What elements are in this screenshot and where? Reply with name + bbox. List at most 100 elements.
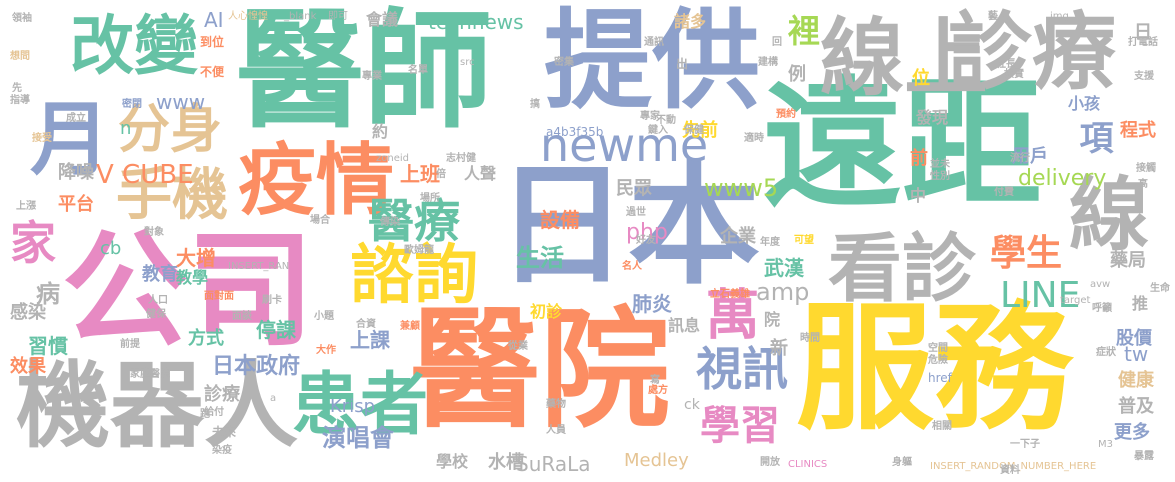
word-qian-ti: 前提 bbox=[120, 339, 140, 350]
word-ren-xin-huang-huang: 人心惶惶 bbox=[228, 11, 268, 22]
word-avw: avw bbox=[1090, 279, 1111, 290]
word-shang-zhang: 上漲 bbox=[16, 201, 36, 212]
word-chu-fang: 處方 bbox=[648, 385, 668, 396]
word-da-zuo: 大作 bbox=[316, 345, 336, 356]
word-wei: 位 bbox=[912, 68, 930, 89]
word-ou-mu-long: 歐姆龍 bbox=[404, 245, 434, 256]
word-zhong: 中 bbox=[910, 186, 927, 205]
word-tong-xun: 通訊 bbox=[644, 37, 664, 48]
word-jian-kang: 健康 bbox=[1118, 370, 1154, 391]
word-wan: 萬 bbox=[696, 286, 759, 340]
word-jie-chu: 接觸 bbox=[1136, 163, 1156, 174]
word-xin: 新 bbox=[770, 338, 788, 359]
word-shi-xun: 視訊 bbox=[696, 342, 788, 396]
word-yan-chang-hui: 演唱會 bbox=[322, 424, 394, 452]
word-jie-ru: 鍵入 bbox=[648, 125, 668, 136]
word-cong-ye: 從業 bbox=[508, 341, 528, 352]
word-huan-zhe: 患者 bbox=[292, 366, 429, 445]
word-shi-ying: 適時 bbox=[744, 133, 764, 144]
word-xian2: 先 bbox=[12, 83, 22, 94]
word-guo-shi: 過世 bbox=[626, 207, 646, 218]
word-shui-cao: 水槽 bbox=[488, 452, 524, 473]
word-zhi-dao: 指導 bbox=[10, 95, 30, 106]
word-jiao-yu: 教育 bbox=[142, 264, 178, 285]
word-bu-bian: 不便 bbox=[200, 65, 225, 79]
word-xiang: 項 bbox=[1073, 120, 1113, 154]
word-cheng-shi: 程式 bbox=[1120, 120, 1156, 141]
word-ai: AI bbox=[204, 8, 224, 32]
word-jian-mian: 兼顧 bbox=[400, 321, 420, 332]
word-ri-ben-zheng-fu: 日本政府 bbox=[212, 354, 301, 379]
word-chang-suo: 場所 bbox=[420, 193, 440, 204]
word-ren-kou: 人口 bbox=[148, 295, 168, 306]
word-target: target bbox=[1060, 295, 1091, 306]
word-xiao-ti: 小題 bbox=[314, 311, 334, 322]
word-mian-tan: 面談 bbox=[232, 311, 252, 322]
word-xiao-hai: 小孩 bbox=[1068, 94, 1101, 113]
word-a4b: a4b3f35b bbox=[546, 125, 604, 139]
word-liu-xing: 流行 bbox=[1010, 153, 1030, 164]
word-pao: 跑 bbox=[200, 409, 210, 420]
word-ming-dan: 名單 bbox=[408, 65, 428, 76]
word-zhuan-jia: 專家 bbox=[640, 111, 660, 122]
word-gei-fu: 給付 bbox=[204, 407, 224, 418]
word-zhen-liao2: 診療 bbox=[204, 384, 240, 405]
word-ke-wang: 可望 bbox=[794, 235, 814, 246]
word-medley: Medley bbox=[624, 450, 689, 471]
word-jia-ting-yi-yuan: 家庭醫院 bbox=[130, 369, 170, 380]
word-zheng-zhuang: 症狀 bbox=[1096, 347, 1116, 358]
word-xue-xiao: 學校 bbox=[436, 452, 469, 471]
word-xi-guan: 習慣 bbox=[28, 334, 68, 358]
word-ping-tai: 平台 bbox=[58, 194, 94, 215]
word-shang-ke: 上課 bbox=[350, 328, 390, 352]
word-jiao-xue: 教學 bbox=[176, 268, 209, 287]
word-xiao-guo: 效果 bbox=[10, 356, 46, 377]
word-ji-ke: 即可 bbox=[328, 11, 348, 22]
word-v-cube: V CUBE bbox=[96, 160, 194, 190]
word-n: n bbox=[120, 118, 132, 139]
word-zhi-cun-jian: 志村健 bbox=[446, 153, 476, 164]
word-ren-sheng: 人聲 bbox=[464, 164, 497, 183]
word-php: php bbox=[626, 220, 668, 245]
word-yi-liao: 醫療 bbox=[368, 194, 460, 248]
word-amp: amp bbox=[756, 278, 810, 306]
word-zoneid: zoneid bbox=[376, 153, 409, 164]
word-sheng-ming: 生命 bbox=[1150, 283, 1170, 294]
word-geng-duo: 更多 bbox=[1114, 422, 1150, 443]
word-surala: SuRaLa bbox=[516, 452, 591, 476]
word-fu-fei: 付費 bbox=[994, 187, 1014, 198]
word-shua-ka: 刷卡 bbox=[262, 295, 282, 306]
word-jiang-zao: 降噪 bbox=[58, 162, 94, 183]
word-shou-ji: 手機 bbox=[116, 163, 228, 228]
word-tw: tw bbox=[1124, 342, 1149, 366]
word-wu-han: 武漢 bbox=[764, 256, 804, 280]
word-li: 裡 bbox=[783, 14, 821, 46]
word-www5: www5 bbox=[704, 174, 779, 202]
word-li-shi-yi-xiong: 立石義雄 bbox=[710, 289, 750, 300]
word-yue2: 約 bbox=[372, 122, 389, 141]
word-zi-xun: 諮詢 bbox=[350, 239, 478, 313]
word-ri-ben: 日本 bbox=[496, 149, 760, 303]
word-xian-qian: 先前 bbox=[682, 120, 718, 141]
word-kai-fang: 開放 bbox=[760, 457, 780, 468]
word-bao-lu: 暴露 bbox=[1134, 451, 1154, 462]
word-technews: technews bbox=[428, 10, 524, 34]
word-she-bei: 設備 bbox=[540, 208, 580, 232]
word-fu-wu: 服務 bbox=[796, 288, 1073, 449]
word-chang-he: 場合 bbox=[310, 215, 330, 226]
word-blank: _blank bbox=[284, 11, 317, 22]
word-yi-ren: 藝人 bbox=[988, 11, 1008, 22]
word-m3: M3 bbox=[1098, 439, 1113, 450]
word-src: src bbox=[460, 57, 475, 68]
word-yi-xia-zi: 一下子 bbox=[1010, 439, 1040, 450]
word-clinics: CLINICS bbox=[788, 459, 828, 470]
word-fen-shen: 分身 bbox=[118, 100, 223, 160]
word-gong-si: 公司 bbox=[62, 217, 314, 364]
word-ting-ke: 停課 bbox=[256, 318, 296, 342]
word-yu-yue: 預約 bbox=[776, 109, 796, 120]
word-ji-qi-ren: 機器人 bbox=[16, 352, 299, 461]
word-xue-sheng: 學生 bbox=[990, 233, 1063, 274]
word-xue-xi: 學習 bbox=[700, 403, 780, 449]
word-yao-ju: 藥局 bbox=[1110, 250, 1146, 271]
